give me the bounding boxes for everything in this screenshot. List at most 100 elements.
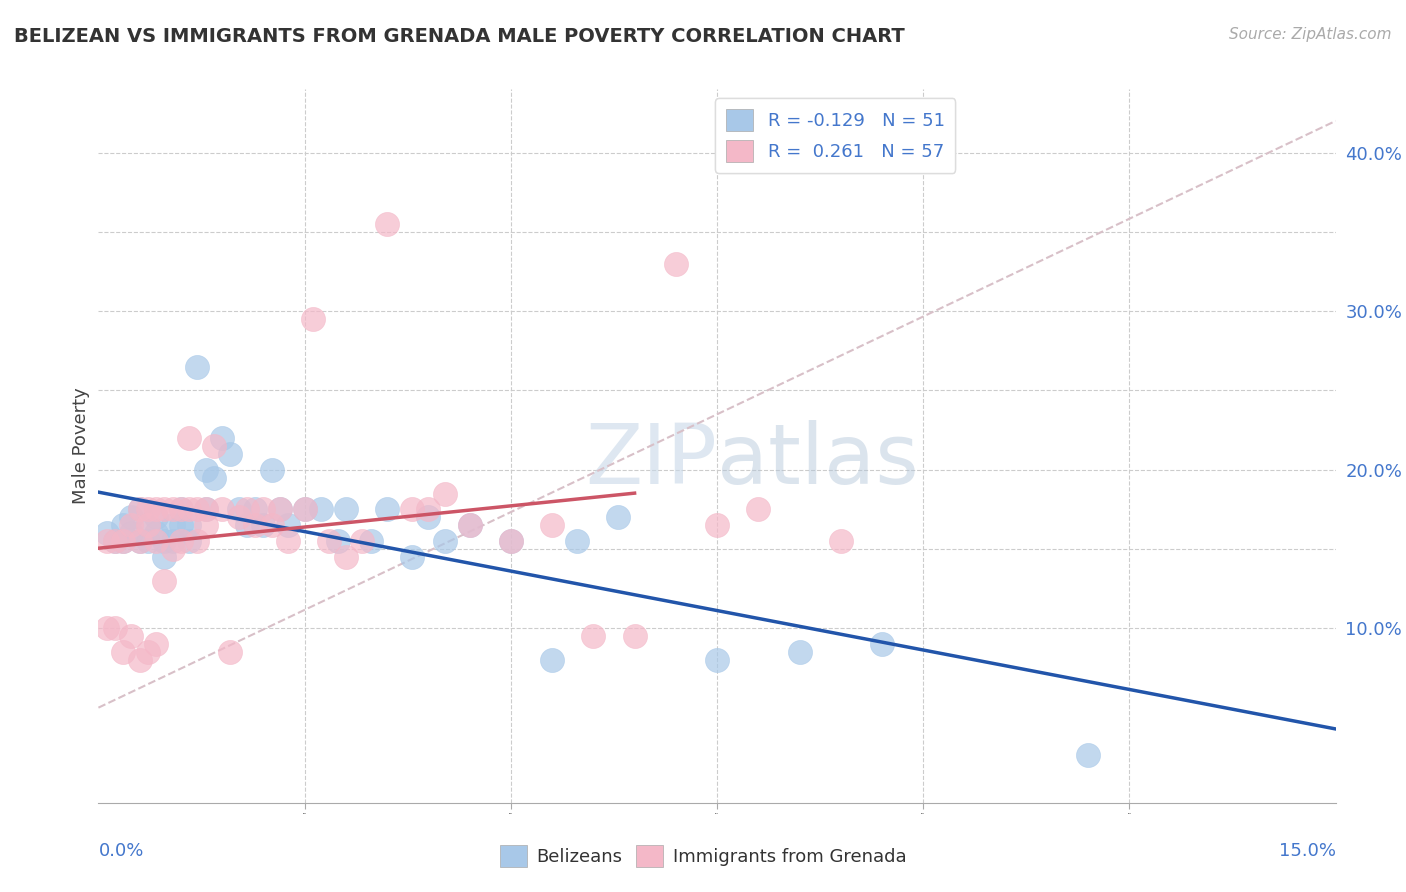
Point (104, 621, 127, 635)
Point (170, 518, 193, 533)
Point (96, 534, 118, 549)
Point (162, 518, 184, 533)
Point (179, 502, 201, 516)
Point (309, 502, 332, 516)
Text: ZIP: ZIP (585, 420, 717, 500)
Point (458, 518, 481, 533)
Point (112, 534, 135, 549)
Point (326, 534, 349, 549)
Point (186, 359, 208, 374)
Point (294, 502, 316, 516)
Point (128, 534, 150, 549)
Point (96, 526, 118, 541)
Point (228, 510, 250, 524)
Point (747, 502, 769, 516)
Point (112, 645, 135, 659)
Point (202, 471, 225, 485)
Point (401, 549, 423, 564)
Point (112, 534, 135, 549)
Point (162, 542, 184, 557)
Point (277, 518, 299, 533)
Point (194, 518, 217, 533)
Point (541, 653, 564, 667)
Point (418, 502, 440, 516)
Point (607, 510, 630, 524)
Point (706, 518, 728, 533)
Point (269, 502, 291, 516)
Point (120, 629, 142, 643)
Point (211, 431, 233, 445)
Point (170, 534, 193, 549)
Y-axis label: Male Poverty: Male Poverty (72, 388, 90, 504)
Point (136, 518, 159, 533)
Point (120, 518, 142, 533)
Point (260, 518, 283, 533)
Point (162, 502, 184, 516)
Point (179, 518, 201, 533)
Point (170, 502, 193, 516)
Point (277, 534, 299, 549)
Point (96, 621, 118, 635)
Point (665, 257, 688, 271)
Point (433, 486, 456, 500)
Text: BELIZEAN VS IMMIGRANTS FROM GRENADA MALE POVERTY CORRELATION CHART: BELIZEAN VS IMMIGRANTS FROM GRENADA MALE… (14, 27, 905, 45)
Point (145, 534, 167, 549)
Point (202, 439, 225, 453)
Point (128, 534, 150, 549)
Point (375, 217, 398, 231)
Point (418, 510, 440, 524)
Point (136, 502, 159, 516)
Point (128, 502, 150, 516)
Point (145, 502, 167, 516)
Point (153, 502, 176, 516)
Point (194, 463, 217, 477)
Point (252, 518, 274, 533)
Point (1077, 748, 1099, 763)
Point (145, 637, 167, 651)
Point (260, 463, 283, 477)
Point (565, 534, 588, 549)
Point (458, 518, 481, 533)
Point (219, 645, 242, 659)
Point (335, 549, 357, 564)
Point (179, 534, 201, 549)
Legend: Belizeans, Immigrants from Grenada: Belizeans, Immigrants from Grenada (492, 838, 914, 874)
Point (335, 502, 357, 516)
Point (236, 518, 259, 533)
Text: 0.0%: 0.0% (98, 842, 143, 861)
Point (582, 629, 605, 643)
Point (120, 510, 142, 524)
Point (104, 534, 127, 549)
Point (136, 518, 159, 533)
Point (830, 534, 852, 549)
Point (294, 502, 316, 516)
Point (194, 502, 217, 516)
Legend: R = -0.129   N = 51, R =  0.261   N = 57: R = -0.129 N = 51, R = 0.261 N = 57 (716, 98, 956, 173)
Point (789, 645, 811, 659)
Point (541, 518, 564, 533)
Point (145, 526, 167, 541)
Point (269, 502, 291, 516)
Point (375, 502, 398, 516)
Point (499, 534, 522, 549)
Point (433, 534, 456, 549)
Point (318, 534, 340, 549)
Point (186, 502, 208, 516)
Text: Source: ZipAtlas.com: Source: ZipAtlas.com (1229, 27, 1392, 42)
Point (120, 526, 142, 541)
Point (194, 502, 217, 516)
Point (236, 502, 259, 516)
Point (136, 645, 159, 659)
Point (162, 534, 184, 549)
Point (623, 629, 645, 643)
Point (104, 534, 127, 549)
Point (128, 653, 150, 667)
Point (128, 502, 150, 516)
Point (870, 637, 893, 651)
Point (499, 534, 522, 549)
Point (219, 447, 242, 461)
Point (145, 510, 167, 524)
Point (352, 534, 374, 549)
Point (401, 502, 423, 516)
Point (243, 502, 266, 516)
